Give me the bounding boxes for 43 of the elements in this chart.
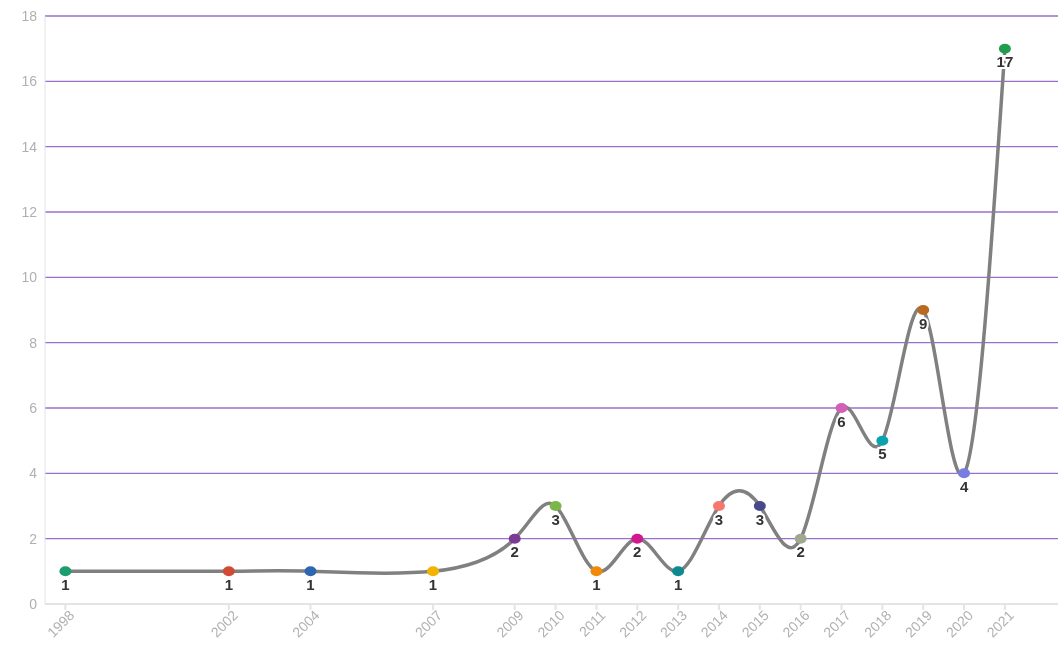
point xyxy=(508,533,521,544)
y-tick-label: 16 xyxy=(21,73,38,90)
data-label: 2 xyxy=(510,543,519,561)
point xyxy=(304,566,317,577)
data-label: 2 xyxy=(796,543,805,561)
point xyxy=(794,533,807,544)
data-label: 9 xyxy=(919,314,928,332)
y-tick-label: 12 xyxy=(21,203,38,220)
data-label: 1 xyxy=(592,575,601,593)
point xyxy=(590,566,603,577)
data-label: 3 xyxy=(714,510,724,528)
data-label: 3 xyxy=(755,510,764,528)
point xyxy=(876,435,889,446)
data-label: 1 xyxy=(306,575,315,593)
point xyxy=(222,566,235,577)
point xyxy=(549,501,562,511)
point xyxy=(712,501,725,511)
point xyxy=(958,468,971,479)
data-label: 2 xyxy=(633,543,642,561)
data-label: 4 xyxy=(959,477,969,495)
y-tick-label: 6 xyxy=(29,399,38,416)
data-label: 5 xyxy=(878,445,887,463)
point xyxy=(917,305,930,315)
y-tick-label: 8 xyxy=(29,334,38,351)
y-tick-label: 14 xyxy=(21,138,38,155)
point xyxy=(59,566,72,577)
point xyxy=(998,43,1011,54)
y-tick-label: 18 xyxy=(21,7,38,24)
point xyxy=(672,566,685,577)
data-label: 6 xyxy=(837,412,846,430)
y-tick-label: 10 xyxy=(21,269,38,286)
point xyxy=(427,566,440,577)
point xyxy=(753,501,766,511)
y-tick-label: 2 xyxy=(29,530,38,547)
y-tick-label: 0 xyxy=(29,595,38,612)
data-label: 1 xyxy=(428,575,438,593)
data-label: 3 xyxy=(551,510,560,528)
data-label: 1 xyxy=(224,575,233,593)
data-label: 1 xyxy=(673,575,683,593)
y-tick-label: 4 xyxy=(29,465,38,482)
point xyxy=(631,533,644,544)
data-label: 1 xyxy=(61,575,70,593)
point xyxy=(835,403,848,413)
